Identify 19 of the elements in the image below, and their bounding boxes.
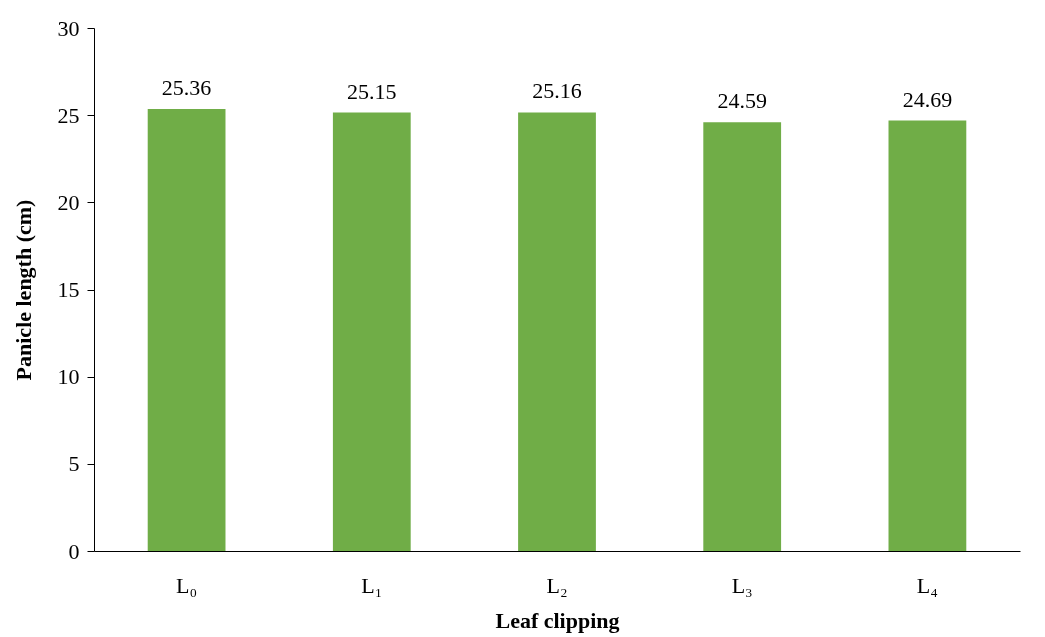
x-tick-label: L₁ (361, 572, 383, 598)
x-tick-label: L₂ (546, 572, 568, 598)
data-label: 25.15 (347, 78, 397, 104)
y-tick-label: 0 (68, 538, 80, 564)
y-tick-label: 25 (57, 102, 80, 128)
y-tick-label: 15 (57, 277, 80, 302)
x-tick-label: L₃ (731, 572, 753, 598)
y-tick-label: 10 (57, 364, 80, 390)
y-tick-label: 5 (68, 451, 80, 477)
data-label: 25.16 (532, 78, 582, 104)
y-tick-label: 30 (57, 15, 80, 41)
x-axis-title: Leaf clipping (495, 607, 620, 633)
x-tick-label: L₄ (916, 572, 938, 598)
data-label: 24.59 (717, 88, 767, 114)
x-tick-label: L₀ (176, 572, 198, 598)
y-axis-title: Panicle length (cm) (10, 199, 36, 381)
data-label: 24.69 (902, 86, 953, 112)
y-tick-label: 20 (57, 189, 80, 215)
data-label: 25.36 (161, 74, 212, 100)
